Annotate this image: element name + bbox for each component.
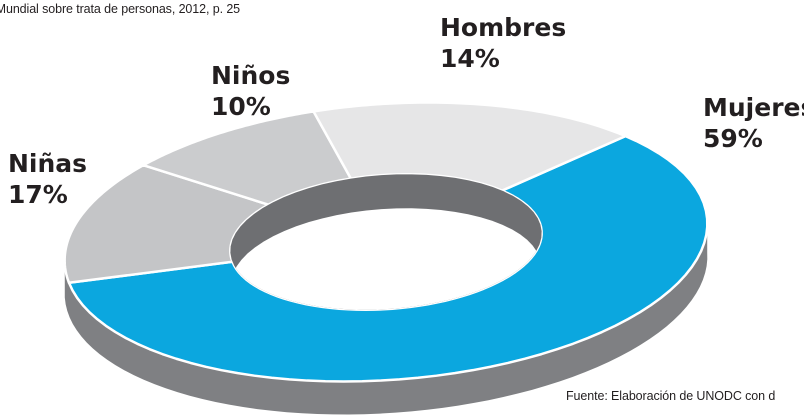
donut-slice-niñas bbox=[312, 101, 627, 192]
slice-label-ninos-value: 10% bbox=[211, 92, 271, 121]
slice-label-ninas-value: 17% bbox=[8, 180, 68, 209]
slice-label-ninos: Niños 10% bbox=[211, 60, 290, 122]
slice-label-mujeres-name: Mujeres bbox=[703, 93, 804, 122]
slice-label-mujeres: Mujeres 59% bbox=[703, 92, 804, 154]
slice-label-ninos-name: Niños bbox=[211, 61, 291, 90]
slice-label-ninas: Niñas 17% bbox=[8, 148, 87, 210]
slice-label-hombres: Hombres 14% bbox=[440, 12, 566, 74]
report-citation-note: rte Mundial sobre trata de personas, 201… bbox=[0, 2, 241, 16]
slice-label-hombres-value: 14% bbox=[440, 44, 500, 73]
source-note: Fuente: Elaboración de UNODC con d bbox=[566, 389, 776, 403]
donut-outer-side-wall bbox=[64, 219, 708, 415]
slice-label-hombres-name: Hombres bbox=[440, 13, 567, 42]
slice-label-mujeres-value: 59% bbox=[703, 124, 763, 153]
slice-label-ninas-name: Niñas bbox=[8, 149, 88, 178]
